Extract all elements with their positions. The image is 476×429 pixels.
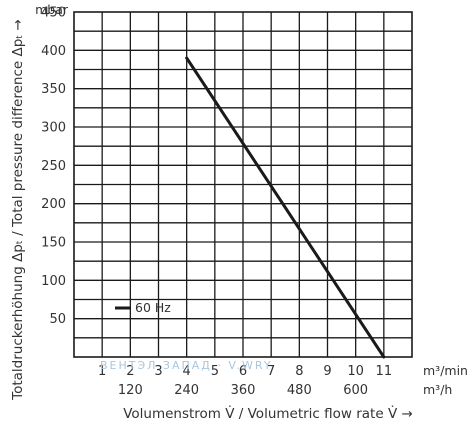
x2-tick-label: 600 (343, 383, 368, 398)
legend: 60 Hz (115, 300, 171, 315)
plot-frame (73, 11, 413, 358)
y-axis-label: Totaldruckerhöhung Δpₜ / Total pressure … (10, 19, 26, 401)
y-tick-label: 450 (41, 6, 66, 21)
series-line-60hz (185, 56, 386, 359)
x2-tick-labels: 120 240 360 480 600 (118, 383, 368, 398)
x2-tick-label: 480 (287, 383, 312, 398)
y-tick-label: 350 (41, 82, 66, 97)
x-tick-label: 9 (323, 364, 331, 379)
x2-unit-label: m³/h (423, 382, 452, 397)
watermark-logo-text: ВЕНТЭЛ ЗАПАД · V.WRY (100, 359, 273, 372)
y-tick-label: 300 (41, 121, 66, 136)
series (185, 56, 386, 359)
legend-label-60hz: 60 Hz (135, 300, 171, 315)
x-tick-label: 11 (376, 364, 393, 379)
y-tick-label: 150 (41, 236, 66, 251)
x-axis-label: Volumenstrom V̇ / Volumetric flow rate V… (123, 406, 413, 422)
y-tick-label: 100 (41, 274, 66, 289)
x-tick-label: 3 (154, 364, 162, 379)
y-unit-label: mbar (35, 2, 69, 17)
x2-tick-label: 120 (118, 383, 143, 398)
x-tick-label: 8 (295, 364, 303, 379)
x-tick-label: 6 (239, 364, 247, 379)
x-tick-labels: 1 2 3 4 5 6 7 8 9 10 11 (98, 364, 392, 379)
x2-tick-label: 360 (231, 383, 256, 398)
x-tick-label: 10 (347, 364, 364, 379)
y-tick-label: 250 (41, 159, 66, 174)
y-tick-labels: 50 100 150 200 250 300 350 400 450 (41, 6, 66, 328)
x-tick-label: 1 (98, 364, 106, 379)
grid (74, 12, 412, 357)
x-tick-label: 7 (267, 364, 275, 379)
x2-tick-label: 240 (174, 383, 199, 398)
x-tick-label: 2 (126, 364, 134, 379)
x-tick-label: 4 (183, 364, 191, 379)
y-tick-label: 50 (49, 312, 66, 327)
x-unit-label: m³/min (423, 363, 468, 378)
y-tick-label: 200 (41, 197, 66, 212)
y-tick-label: 400 (41, 44, 66, 59)
x-tick-label: 5 (211, 364, 219, 379)
